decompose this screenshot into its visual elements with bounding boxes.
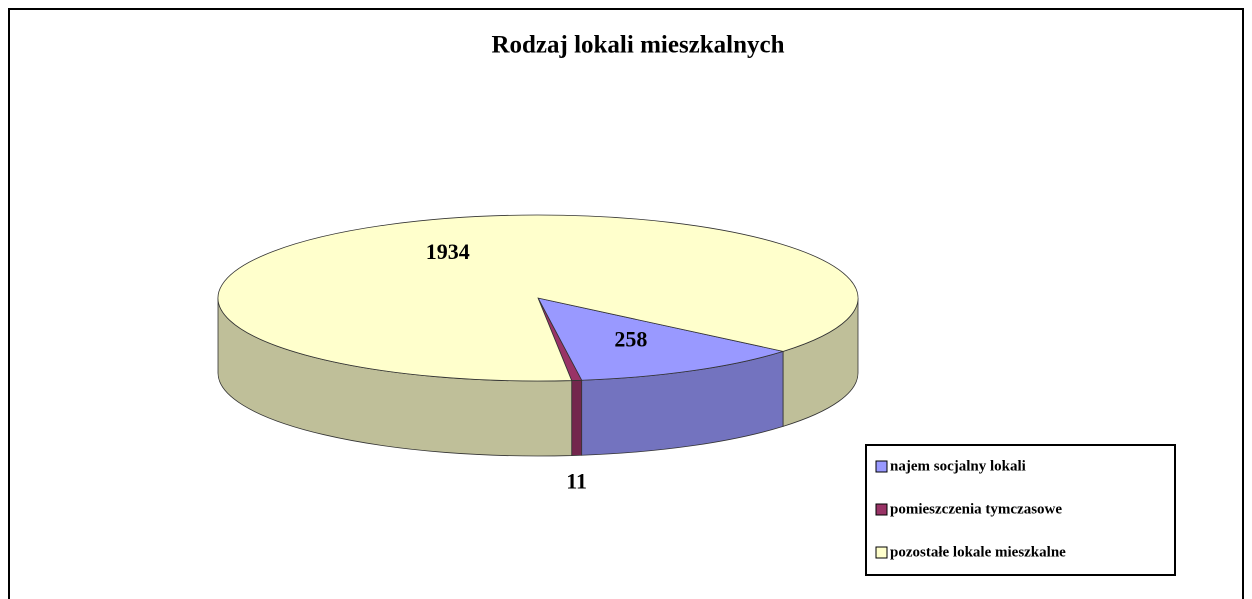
legend: najem socjalny lokali pomieszczenia tymcz… [865,444,1176,576]
legend-swatch [875,503,888,516]
legend-swatch [875,460,888,473]
chart-title: Rodzaj lokali mieszkalnych [491,32,784,59]
data-label: 1934 [426,239,470,264]
slice-side [571,379,583,456]
data-label: 258 [614,327,647,352]
legend-label: pozostałe lokale mieszkalne [890,544,1066,560]
legend-swatch [875,546,888,559]
pie: 258 11 1934 [217,214,859,493]
legend-box [865,444,1176,576]
legend-label: najem socjalny lokali [890,458,1026,474]
data-label: 11 [566,468,587,493]
slice [537,297,785,381]
slice [217,214,859,382]
legend-label: pomieszczenia tymczasowe [890,501,1062,517]
